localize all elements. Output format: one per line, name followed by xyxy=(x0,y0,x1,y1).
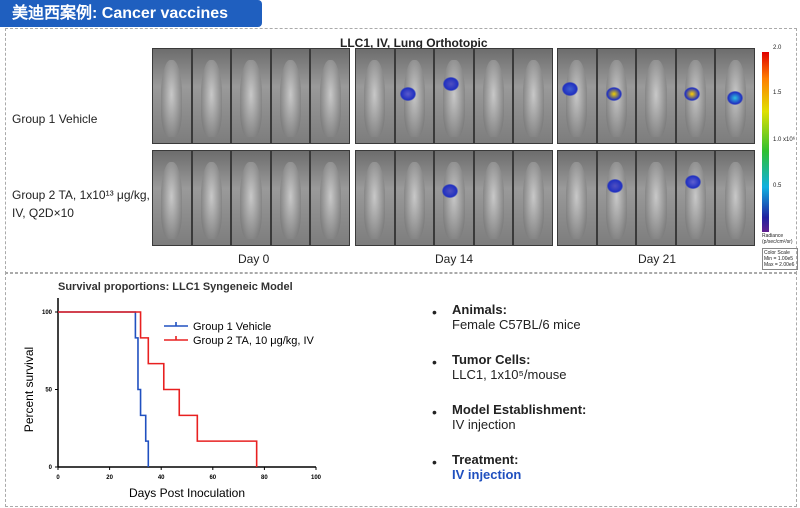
mouse-image xyxy=(271,49,310,143)
model-value: Female C57BL/6 mice xyxy=(452,317,581,332)
mouse-image xyxy=(514,49,552,143)
bli-image-panel xyxy=(152,150,350,246)
y-axis-label: Percent survival xyxy=(22,347,36,432)
color-scale-box: Color Scale Min = 1.00e5 Max = 2.00e6 xyxy=(762,248,798,270)
bullet-icon: • xyxy=(432,304,437,320)
mouse-image xyxy=(597,49,636,143)
mouse-image xyxy=(637,151,675,245)
x-tick-label: 20 xyxy=(106,475,113,481)
signal-spot xyxy=(685,174,702,189)
y-tick-label: 0 xyxy=(49,465,53,471)
mouse-image xyxy=(395,151,434,245)
row-label-group2: Group 2 TA, 1x10¹³ μg/kg, IV, Q2D×10 xyxy=(12,188,150,220)
model-item: • Tumor Cells: LLC1, 1x10⁵/mouse xyxy=(432,352,567,382)
model-item: • Model Establishment: IV injection xyxy=(432,402,587,432)
mouse-image xyxy=(192,49,231,143)
mouse-image xyxy=(311,151,349,245)
row-label-group1: Group 1 Vehicle xyxy=(12,112,98,126)
mouse-image xyxy=(558,151,596,245)
model-item: • Animals: Female C57BL/6 mice xyxy=(432,302,581,332)
mouse-image xyxy=(716,151,754,245)
mouse-image xyxy=(311,49,349,143)
signal-spot xyxy=(441,183,458,198)
mouse-image xyxy=(637,49,675,143)
model-value: IV injection xyxy=(452,417,516,432)
colorbar-tick: 1.0 x10⁶ xyxy=(773,137,796,143)
scale-text: Color Scale xyxy=(764,250,790,256)
scale-text: Min = 1.00e5 xyxy=(764,256,794,262)
bli-image-panel xyxy=(152,48,350,144)
bli-image-panel xyxy=(557,150,755,246)
survival-curve-1 xyxy=(58,311,150,467)
bullet-icon: • xyxy=(432,454,437,470)
mouse-image xyxy=(676,49,715,143)
bli-image-panel xyxy=(355,150,553,246)
mouse-image xyxy=(474,49,513,143)
x-tick-label: 100 xyxy=(311,475,322,481)
model-label: Animals: xyxy=(452,302,507,317)
day-label: Day 0 xyxy=(238,252,270,266)
day-label: Day 21 xyxy=(638,252,677,266)
signal-spot xyxy=(561,81,578,96)
y-tick-label: 100 xyxy=(42,310,53,316)
signal-spot xyxy=(726,91,743,106)
bullet-icon: • xyxy=(432,354,437,370)
mouse-image xyxy=(597,151,636,245)
colorbar-unit: Radiance (p/sec/cm²/sr) xyxy=(762,233,793,245)
mouse-image xyxy=(716,49,754,143)
chart-title: Survival proportions: LLC1 Syngeneic Mod… xyxy=(58,281,293,293)
signal-spot xyxy=(443,77,460,92)
x-axis-label: Days Post Inoculation xyxy=(129,486,245,500)
imaging-section xyxy=(5,28,797,274)
mouse-image xyxy=(514,151,552,245)
survival-chart: Survival proportions: LLC1 Syngeneic Mod… xyxy=(22,281,322,500)
mouse-image xyxy=(676,151,715,245)
legend-label: Group 2 TA, 10 μg/kg, IV xyxy=(193,335,315,347)
colorbar-tick: 2.0 xyxy=(773,45,782,51)
mouse-image xyxy=(435,49,473,143)
imaging-title: LLC1, IV, Lung Orthotopic xyxy=(340,36,488,50)
mouse-image xyxy=(232,151,270,245)
bli-image-panel xyxy=(557,48,755,144)
model-item: • Treatment: IV injection xyxy=(432,452,522,482)
mouse-image xyxy=(153,49,191,143)
mouse-image xyxy=(232,49,270,143)
mouse-image xyxy=(271,151,310,245)
mouse-image xyxy=(395,49,434,143)
mouse-image xyxy=(153,151,191,245)
survival-section xyxy=(5,272,797,507)
x-tick-label: 60 xyxy=(209,475,216,481)
model-value: IV injection xyxy=(452,467,522,482)
model-value: LLC1, 1x10⁵/mouse xyxy=(452,367,567,382)
signal-spot xyxy=(606,179,623,194)
signal-spot xyxy=(400,86,417,101)
bullet-icon: • xyxy=(432,404,437,420)
model-label: Tumor Cells: xyxy=(452,352,531,367)
colorbar-tick: 0.5 xyxy=(773,183,782,189)
scale-text: Max = 2.00e6 xyxy=(764,262,795,268)
model-label: Model Establishment: xyxy=(452,402,587,417)
bli-image-panel xyxy=(355,48,553,144)
y-tick-label: 50 xyxy=(45,388,52,394)
x-tick-label: 80 xyxy=(261,475,268,481)
mouse-image xyxy=(192,151,231,245)
mouse-image xyxy=(435,151,473,245)
page-title: 美迪西案例: Cancer vaccines xyxy=(0,0,262,27)
x-tick-label: 40 xyxy=(158,475,165,481)
model-label: Treatment: xyxy=(452,452,519,467)
mouse-image xyxy=(558,49,596,143)
signal-spot xyxy=(605,86,622,101)
day-label: Day 14 xyxy=(435,252,474,266)
x-tick-label: 0 xyxy=(56,475,60,481)
mouse-image xyxy=(356,151,394,245)
mouse-image xyxy=(474,151,513,245)
colorbar xyxy=(762,52,769,232)
signal-spot xyxy=(684,86,701,101)
colorbar-tick: 1.5 xyxy=(773,90,782,96)
survival-curve-2 xyxy=(58,311,258,467)
mouse-image xyxy=(356,49,394,143)
legend-label: Group 1 Vehicle xyxy=(193,321,271,333)
